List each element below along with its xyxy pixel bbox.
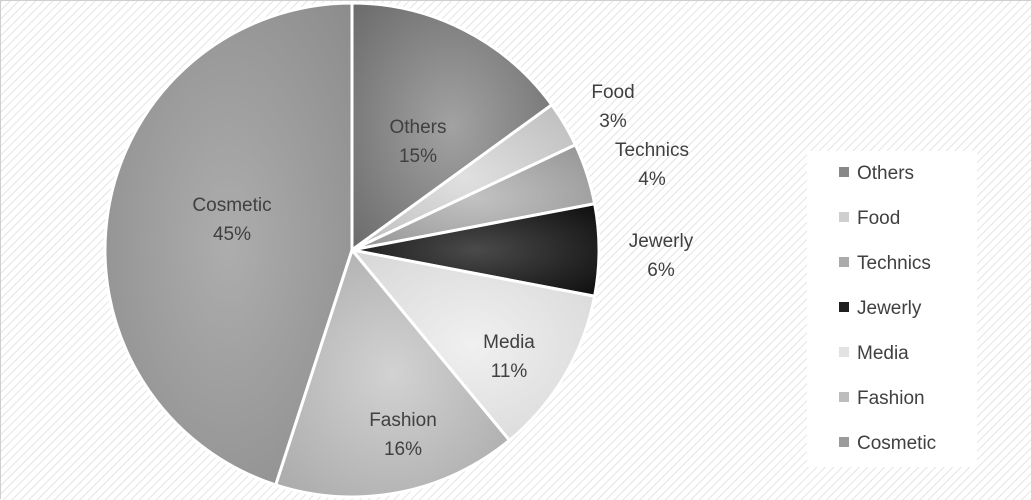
data-label-others: Others 15% [389,117,446,167]
legend-label-fashion: Fashion [857,388,925,409]
data-label-technics: Technics 4% [615,140,689,190]
data-label-jewerly: Jewerly 6% [629,231,694,281]
legend-swatch-technics [839,257,849,267]
pie-slice-others [350,1,554,252]
legend-label-media: Media [857,343,909,364]
data-label-media: Media 11% [483,332,535,382]
legend-swatch-food [839,212,849,222]
pie-slices [103,1,601,499]
data-label-food: Food 3% [591,82,634,132]
legend-label-technics: Technics [857,253,931,274]
legend-swatch-fashion [839,392,849,402]
pie-slice-fashion [274,248,511,499]
data-label-fashion: Fashion 16% [369,410,437,460]
legend: Others Food Technics Jewerly Media Fashion Cos… [839,163,936,454]
legend-swatch-media [839,347,849,357]
legend-swatch-cosmetic [839,437,849,447]
legend-box [807,151,977,467]
pie-slice-cosmetic [103,1,354,487]
legend-label-jewerly: Jewerly [857,298,922,319]
legend-label-food: Food [857,208,900,229]
pie-slice-media [350,248,597,442]
legend-label-others: Others [857,163,914,184]
pie-data-labels: Others 15% Food 3% Technics 4% Jewerly 6% Media 1… [192,82,693,460]
data-label-cosmetic: Cosmetic 45% [192,195,271,245]
legend-swatch-jewerly [839,302,849,312]
legend-swatch-others [839,167,849,177]
legend-label-cosmetic: Cosmetic [857,433,936,454]
